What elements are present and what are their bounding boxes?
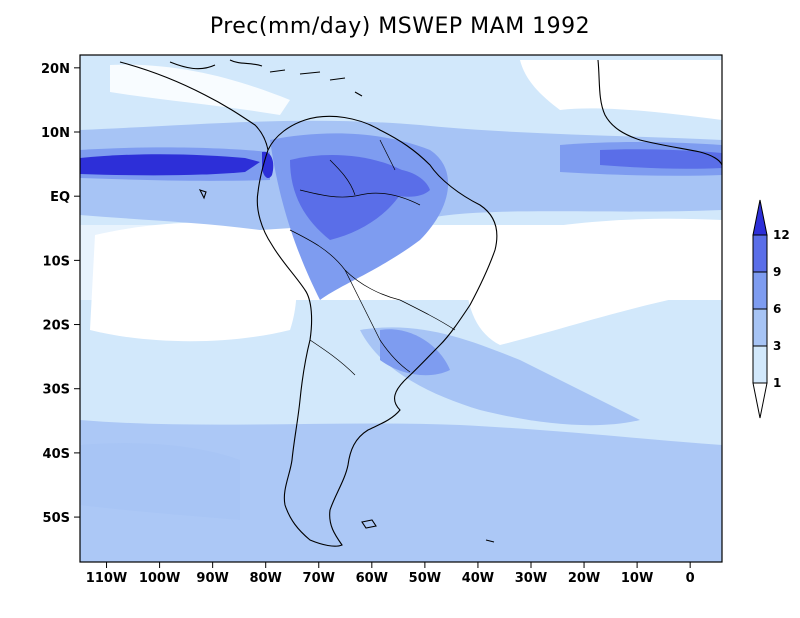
africa-coast — [597, 59, 722, 166]
y-tick-label: 20N — [41, 62, 70, 77]
central-america-coast — [119, 59, 269, 151]
y-tick-label: 40S — [43, 447, 70, 462]
precip-field — [80, 55, 722, 562]
y-tick-label: 30S — [43, 383, 70, 398]
x-tick-label: 70W — [303, 571, 335, 586]
y-tick-label: 50S — [43, 511, 70, 526]
x-tick-label: 40W — [462, 571, 494, 586]
x-axis: 110W 100W 90W 80W 70W 60W 50W 40W 30W 20W 10W 0 — [86, 562, 695, 586]
colorbar-label: 12 — [773, 228, 790, 242]
x-tick-label: 90W — [196, 571, 228, 586]
y-tick-label: 20S — [43, 319, 70, 334]
dry-zones — [90, 60, 722, 345]
x-tick-label: 60W — [356, 571, 388, 586]
x-tick-label: 0 — [686, 571, 695, 586]
south-georgia — [485, 539, 495, 543]
colorbar-label: 1 — [773, 376, 781, 390]
x-tick-label: 20W — [568, 571, 600, 586]
galapagos-islands — [198, 189, 207, 200]
colorbar-segment — [752, 308, 768, 347]
coastlines — [119, 59, 722, 547]
x-tick-label: 10W — [621, 571, 653, 586]
colorbar-label: 3 — [773, 339, 781, 353]
falkland-islands — [361, 519, 377, 529]
south-america-coast — [256, 115, 498, 547]
x-tick-label: 30W — [515, 571, 547, 586]
y-tick-label: EQ — [50, 190, 70, 205]
x-tick-label: 50W — [409, 571, 441, 586]
y-tick-label: 10S — [43, 254, 70, 269]
y-tick-label: 10N — [41, 126, 70, 141]
caribbean-islands — [269, 69, 363, 97]
map-title: Prec(mm/day) MSWEP MAM 1992 — [209, 14, 591, 39]
colorbar-segment — [752, 345, 768, 384]
colorbar-label: 9 — [773, 265, 781, 279]
precip-band-9-12 — [290, 149, 722, 240]
y-axis: 20N 10N EQ 10S 20S 30S 40S 50S — [41, 62, 80, 526]
x-tick-label: 110W — [86, 571, 127, 586]
colorbar-extend-min — [752, 382, 768, 419]
colorbar-segment — [752, 234, 768, 273]
colorbar-extend-max — [752, 199, 768, 236]
plot-frame — [79, 54, 723, 563]
country-borders — [289, 139, 456, 376]
colorbar: 1 3 6 9 12 — [752, 199, 790, 419]
colorbar-label: 6 — [773, 302, 781, 316]
x-tick-label: 100W — [139, 571, 180, 586]
x-tick-label: 80W — [249, 571, 281, 586]
colorbar-segment — [752, 271, 768, 310]
